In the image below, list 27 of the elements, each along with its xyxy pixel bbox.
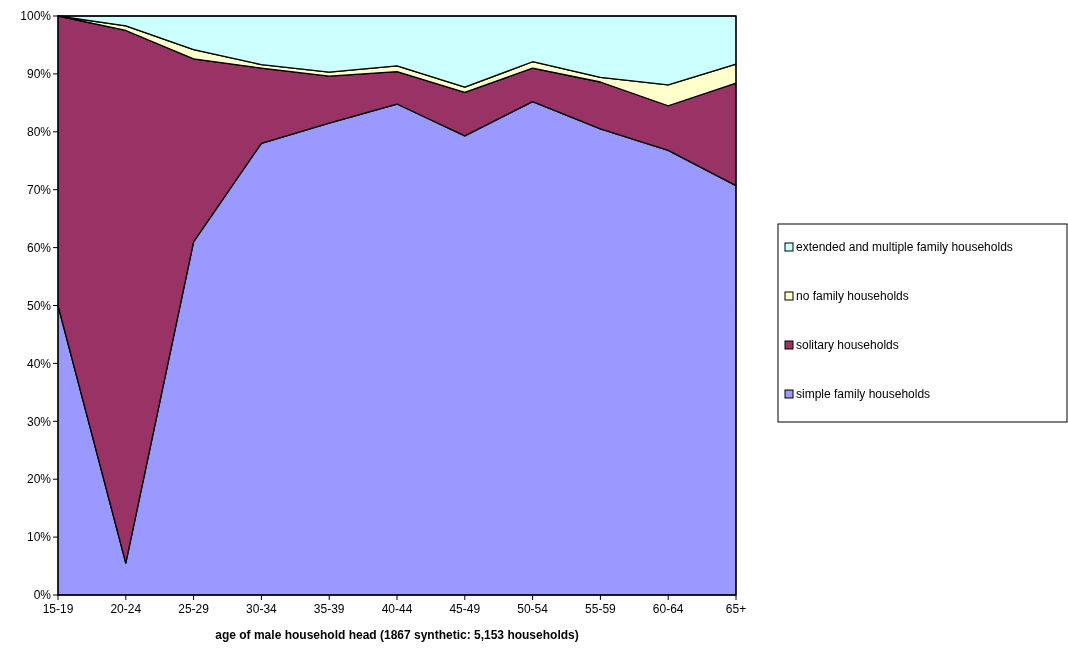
x-tick-label: 50-54 xyxy=(517,602,549,616)
legend-label: extended and multiple family households xyxy=(796,240,1013,255)
y-tick-label: 80% xyxy=(26,125,52,139)
x-tick-label: 60-64 xyxy=(652,602,684,616)
x-tick-label: 65+ xyxy=(725,602,747,616)
y-tick-label: 50% xyxy=(26,298,52,313)
y-tick-label: 60% xyxy=(26,240,52,255)
y-tick-label: 100% xyxy=(20,9,52,24)
x-tick-label: 35-39 xyxy=(313,602,345,616)
x-tick-label: 25-29 xyxy=(178,602,210,616)
x-tick-label: 45-49 xyxy=(449,602,481,616)
x-tick-label: 20-24 xyxy=(110,602,142,616)
y-tick-label: 40% xyxy=(26,356,52,371)
legend-label: simple family households xyxy=(796,387,931,402)
y-tick-label: 90% xyxy=(26,67,52,82)
x-tick-label: 15-19 xyxy=(42,602,74,616)
x-tick-label: 55-59 xyxy=(585,602,617,616)
legend-label: no family households xyxy=(796,289,909,304)
y-tick-label: 30% xyxy=(26,414,52,429)
x-axis-title: age of male household head (1867 synthetic: 5,153 households) xyxy=(215,628,579,642)
x-tick-label: 40-44 xyxy=(381,602,413,616)
legend-label: solitary households xyxy=(796,338,899,353)
y-tick-label: 10% xyxy=(26,530,52,545)
y-tick-label: 0% xyxy=(33,588,52,603)
y-tick-label: 20% xyxy=(26,472,52,487)
y-tick-label: 70% xyxy=(26,182,52,197)
x-tick-label: 30-34 xyxy=(246,602,278,616)
